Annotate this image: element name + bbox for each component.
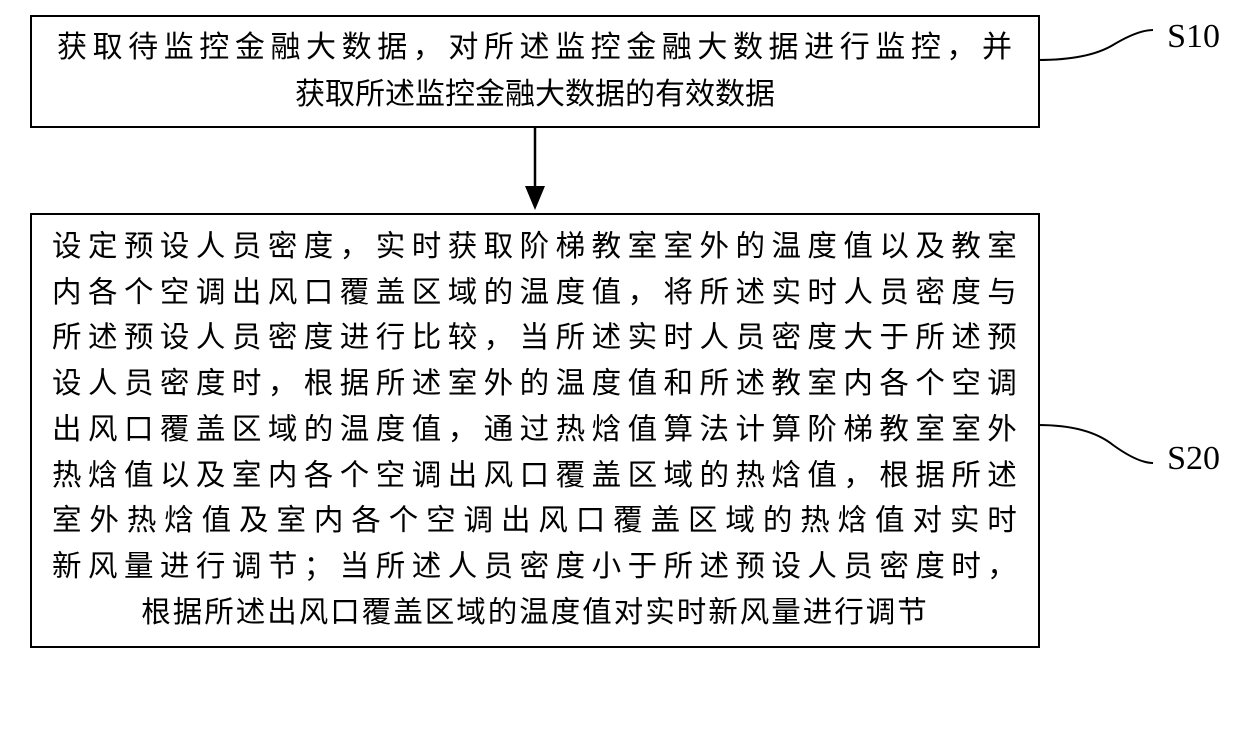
flowchart-node-s10: 获取待监控金融大数据，对所述监控金融大数据进行监控，并 获取所述监控金融大数据的… bbox=[30, 15, 1040, 128]
connector-curve-s20 bbox=[1038, 415, 1158, 485]
node-s20-text-line: 出风口覆盖区域的温度值，通过热焓值算法计算阶梯教室室外 bbox=[52, 408, 1018, 454]
arrow-down-icon bbox=[515, 128, 555, 213]
node-s20-text-line: 所述预设人员密度进行比较，当所述实时人员密度大于所述预 bbox=[52, 316, 1018, 362]
node-s10-text-line1: 获取待监控金融大数据，对所述监控金融大数据进行监控，并 bbox=[57, 25, 1013, 72]
flowchart-node-s20: 设定预设人员密度，实时获取阶梯教室室外的温度值以及教室 内各个空调出风口覆盖区域… bbox=[30, 213, 1040, 648]
node-s20-text-line: 新风量进行调节；当所述人员密度小于所述预设人员密度时， bbox=[52, 545, 1018, 591]
flowchart-edge-s10-s20 bbox=[30, 128, 1040, 213]
node-s20-text-line: 设人员密度时，根据所述室外的温度值和所述教室内各个空调 bbox=[52, 362, 1018, 408]
node-s20-text-line: 热焓值以及室内各个空调出风口覆盖区域的热焓值，根据所述 bbox=[52, 454, 1018, 500]
node-label-s10: S10 bbox=[1167, 18, 1220, 56]
node-s20-text-last-line: 根据所述出风口覆盖区域的温度值对实时新风量进行调节 bbox=[52, 591, 1018, 637]
node-s20-text-line: 设定预设人员密度，实时获取阶梯教室室外的温度值以及教室 bbox=[52, 225, 1018, 271]
node-label-s20: S20 bbox=[1167, 440, 1220, 478]
node-s20-text-line: 室外热焓值及室内各个空调出风口覆盖区域的热焓值对实时 bbox=[52, 499, 1018, 545]
node-s10-text-line2: 获取所述监控金融大数据的有效数据 bbox=[57, 72, 1013, 119]
node-s20-text-line: 内各个空调出风口覆盖区域的温度值，将所述实时人员密度与 bbox=[52, 271, 1018, 317]
connector-curve-s10 bbox=[1038, 20, 1158, 70]
